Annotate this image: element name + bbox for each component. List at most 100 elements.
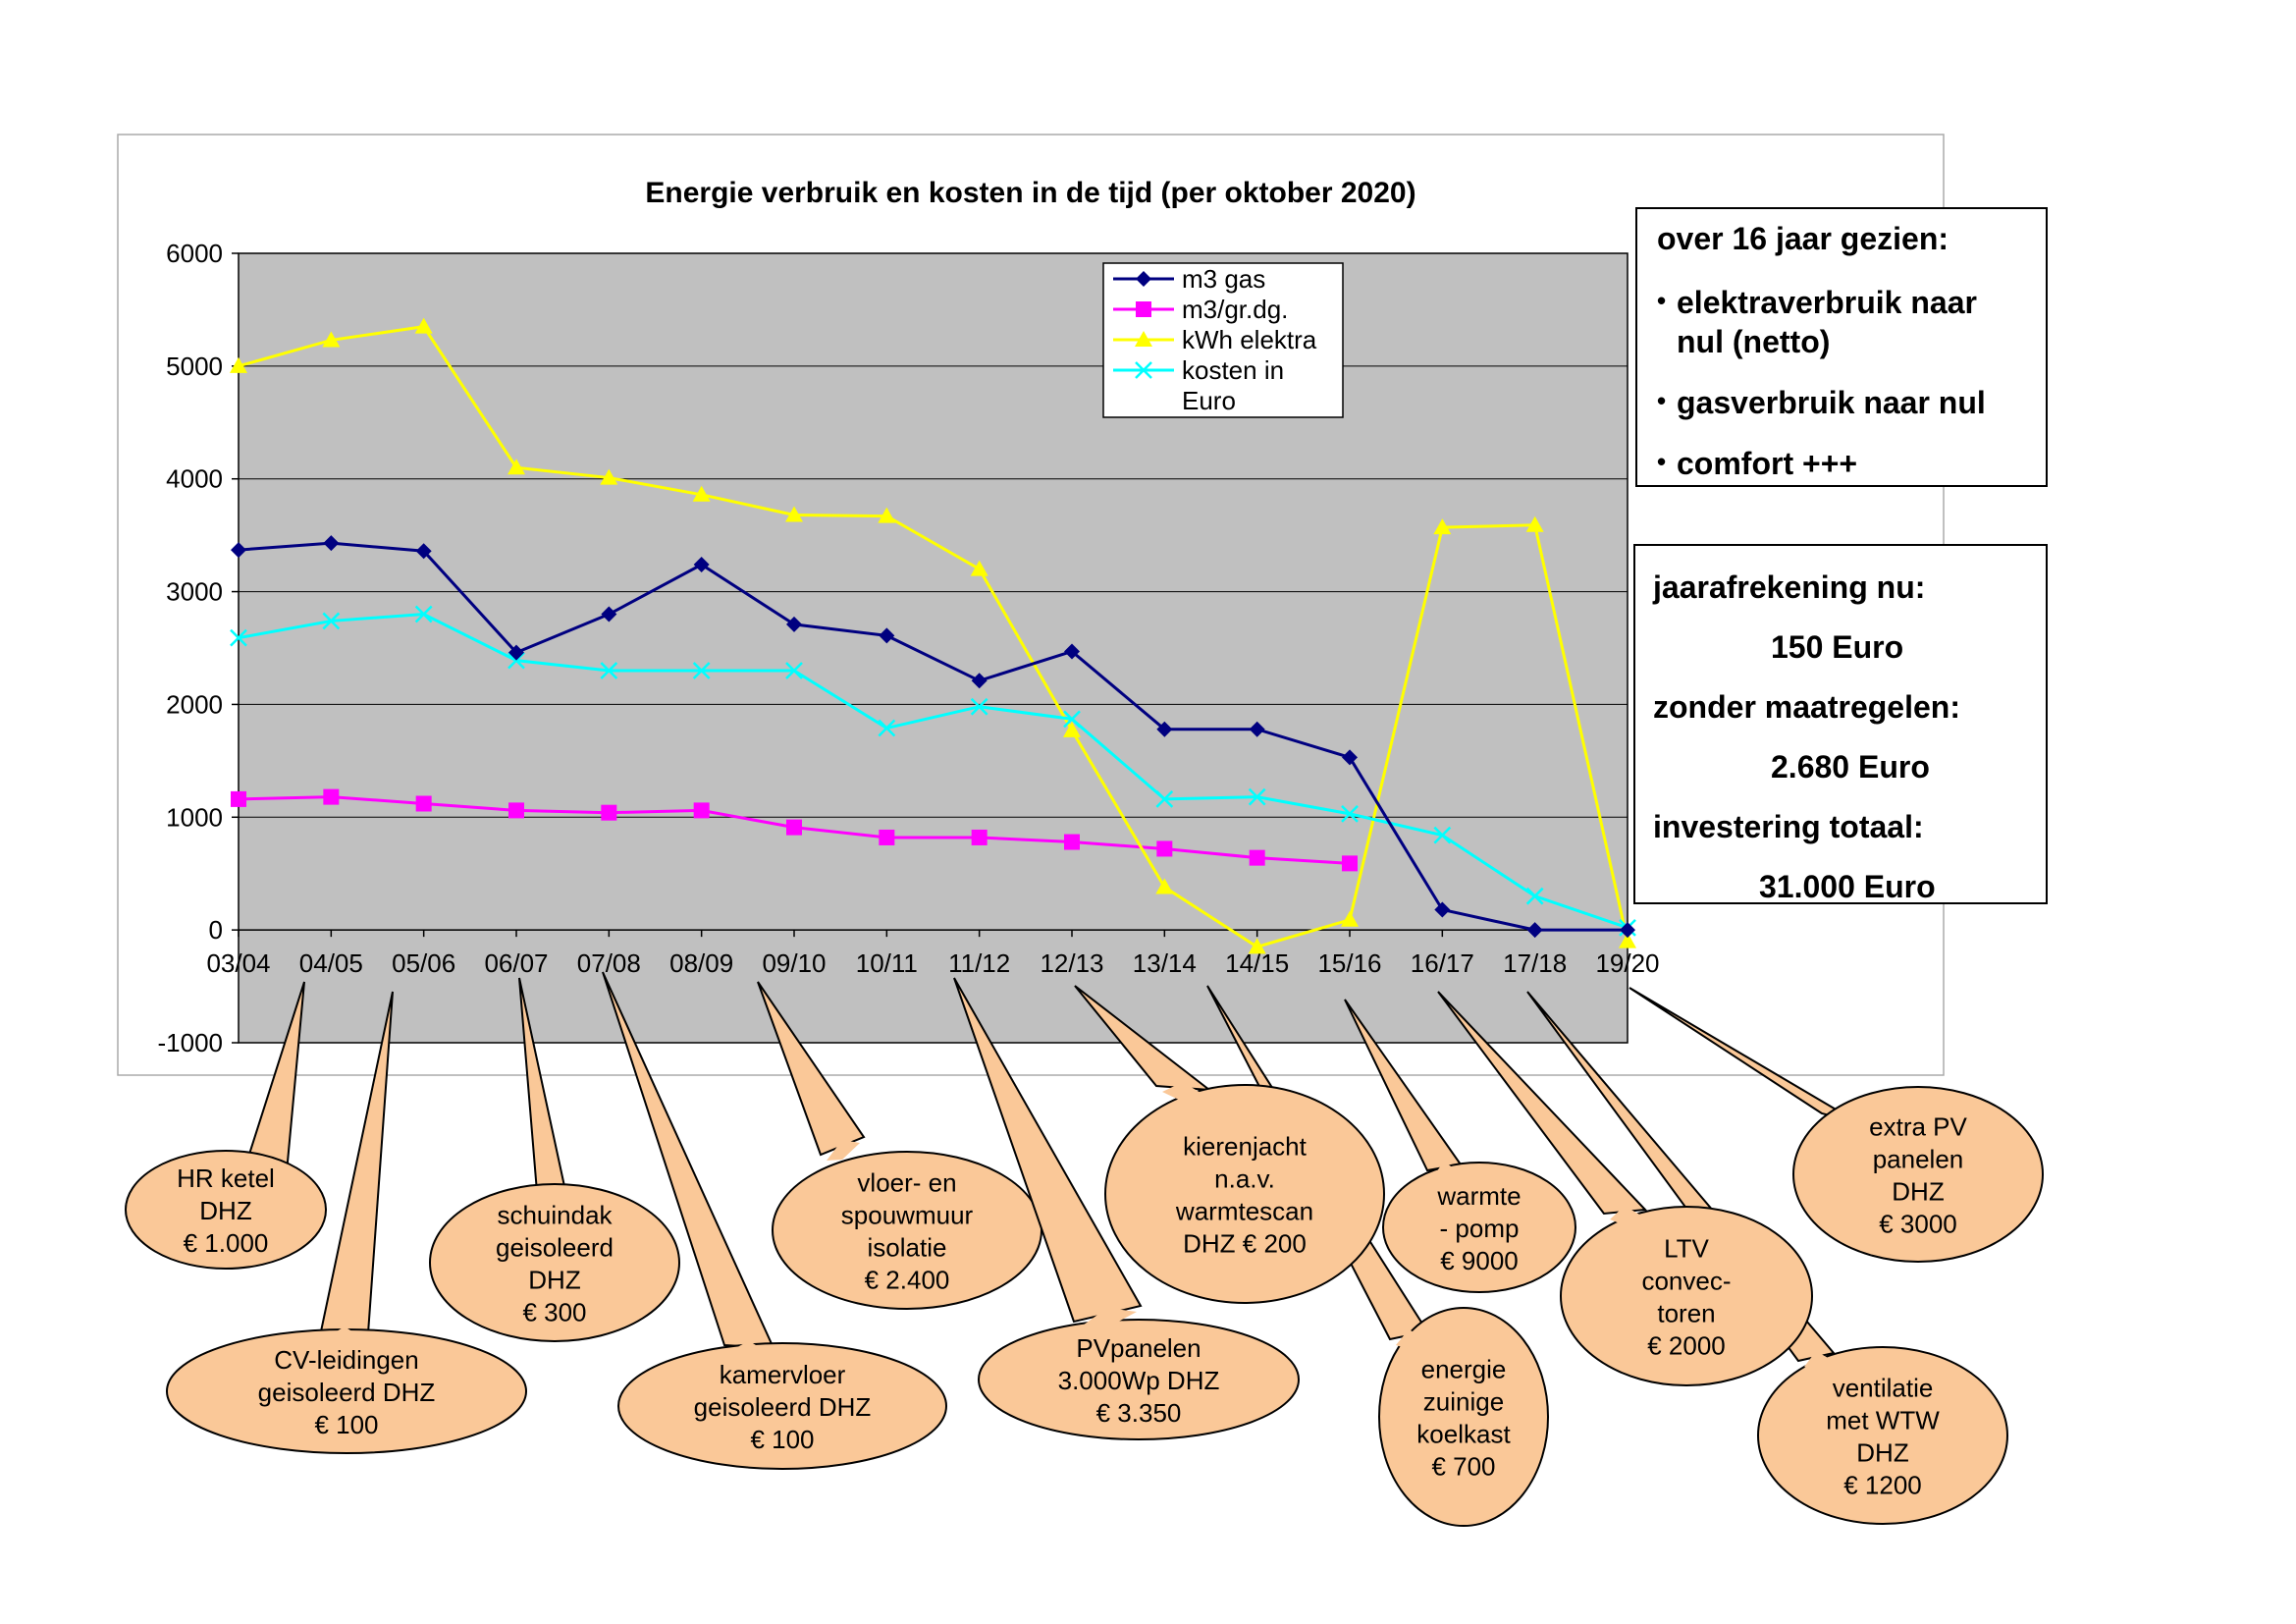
y-tick-label: 5000 bbox=[166, 352, 223, 381]
data-point bbox=[231, 790, 246, 807]
legend-label: m3/gr.dg. bbox=[1182, 295, 1288, 324]
summary-bullet: • elektraverbruik naar nul (netto) bbox=[1657, 283, 2026, 361]
summary-bullet-line: elektraverbruik naar bbox=[1677, 285, 1977, 320]
data-point bbox=[878, 719, 896, 737]
callout-bubble bbox=[1382, 1162, 1576, 1293]
data-point bbox=[323, 535, 340, 552]
callout-joint bbox=[251, 1164, 283, 1183]
data-point bbox=[1342, 855, 1358, 872]
data-point bbox=[1155, 790, 1174, 808]
summary-heading: over 16 jaar gezien: bbox=[1657, 221, 1949, 256]
callout-text: DHZ € 200 bbox=[1183, 1229, 1307, 1259]
x-tick-label: 09/10 bbox=[762, 948, 826, 978]
callout-bubble bbox=[429, 1183, 680, 1342]
cost-label: jaarafrekening nu: bbox=[1653, 569, 1926, 605]
summary-bullet: • gasverbruik naar nul bbox=[1657, 383, 2026, 422]
callout-joint bbox=[1162, 1082, 1205, 1102]
data-point bbox=[970, 560, 988, 576]
y-axis: 6000 5000 4000 3000 2000 1000 0 -1000 bbox=[158, 239, 239, 1057]
data-point bbox=[879, 627, 895, 644]
callout-text: - pomp bbox=[1440, 1214, 1520, 1243]
data-point bbox=[230, 628, 247, 647]
callout-text: isolatie bbox=[868, 1233, 947, 1263]
data-point bbox=[1525, 887, 1544, 905]
callout-bubble bbox=[978, 1319, 1300, 1440]
data-point bbox=[230, 356, 247, 373]
callout-text: € 1.000 bbox=[184, 1228, 269, 1258]
x-tick-label: 06/07 bbox=[484, 948, 548, 978]
callout-bubble bbox=[1792, 1086, 2044, 1263]
callout-text: € 9000 bbox=[1440, 1246, 1519, 1275]
callout-text: € 100 bbox=[314, 1410, 378, 1439]
series-line bbox=[238, 613, 1629, 930]
callout-text: 3.000Wp DHZ bbox=[1058, 1366, 1220, 1395]
data-point bbox=[1434, 901, 1451, 918]
callout-09-10: vloer- en spouwmuur isolatie € 2.400 bbox=[757, 981, 1042, 1310]
callout-text: warmte bbox=[1436, 1181, 1521, 1211]
data-point bbox=[970, 697, 988, 716]
callout-text: DHZ bbox=[528, 1266, 581, 1295]
summary-bullet-text: comfort +++ bbox=[1677, 446, 1858, 481]
callout-joint bbox=[730, 1340, 770, 1361]
legend-label: m3 gas bbox=[1182, 264, 1265, 294]
x-tick-label: 12/13 bbox=[1040, 948, 1103, 978]
plot-area bbox=[238, 252, 1629, 1044]
callout-text: panelen bbox=[1873, 1145, 1964, 1174]
callout-text: geisoleerd bbox=[496, 1233, 614, 1263]
data-point bbox=[601, 804, 617, 821]
data-point bbox=[971, 673, 988, 689]
callout-text: toren bbox=[1657, 1299, 1715, 1328]
callout-text: zuinige bbox=[1423, 1387, 1504, 1417]
callout-text: met WTW bbox=[1826, 1406, 1940, 1435]
data-point bbox=[1063, 710, 1081, 729]
callout-bubble bbox=[1560, 1206, 1813, 1386]
callout-bubble bbox=[1757, 1346, 2008, 1525]
cost-box: jaarafrekening nu: 150 Euro zonder maatr… bbox=[1633, 544, 2048, 904]
x-tick-label: 07/08 bbox=[577, 948, 641, 978]
x-tick-label: 08/09 bbox=[669, 948, 733, 978]
legend-label: Euro bbox=[1182, 386, 1236, 415]
data-point bbox=[1526, 922, 1543, 939]
cost-value: 31.000 Euro bbox=[1759, 869, 1936, 904]
callout-04-05: HR ketel DHZ € 1.000 bbox=[125, 981, 327, 1270]
data-point bbox=[1156, 840, 1173, 857]
callout-text: € 100 bbox=[750, 1425, 814, 1454]
data-point bbox=[692, 662, 711, 679]
x-tick-label: 19/20 bbox=[1595, 948, 1659, 978]
data-point bbox=[971, 829, 988, 845]
data-point bbox=[785, 506, 803, 522]
data-point bbox=[1248, 938, 1266, 954]
callout-text: € 3000 bbox=[1879, 1210, 1957, 1239]
data-point bbox=[1156, 721, 1173, 737]
data-point bbox=[600, 468, 618, 485]
callout-text: € 1200 bbox=[1843, 1471, 1922, 1500]
data-point bbox=[1248, 787, 1266, 806]
data-point bbox=[692, 485, 711, 502]
summary-bullet-text: gasverbruik naar nul bbox=[1677, 385, 1986, 420]
y-tick-label: 4000 bbox=[166, 464, 223, 494]
callout-joint bbox=[327, 1326, 364, 1346]
callout-text: spouwmuur bbox=[841, 1201, 974, 1230]
cost-value: 2.680 Euro bbox=[1771, 749, 1930, 785]
summary-box: over 16 jaar gezien: • elektraverbruik n… bbox=[1635, 207, 2048, 487]
legend-marker bbox=[1136, 301, 1151, 317]
legend-label: kosten in bbox=[1182, 355, 1284, 385]
cost-label: investering totaal: bbox=[1653, 809, 1924, 844]
callout-text: extra PV bbox=[1869, 1112, 1967, 1142]
callout-joint bbox=[1828, 1112, 1855, 1132]
bullet-icon: • bbox=[1657, 386, 1667, 415]
data-point bbox=[600, 662, 618, 679]
data-point bbox=[322, 612, 341, 630]
chart-title: Energie verbruik en kosten in de tijd (p… bbox=[645, 177, 1415, 209]
callout-text: energie bbox=[1421, 1355, 1507, 1384]
callout-text: € 300 bbox=[522, 1298, 586, 1327]
callout-text: warmtescan bbox=[1175, 1197, 1313, 1226]
data-point bbox=[415, 795, 432, 812]
y-tick-label: 2000 bbox=[166, 689, 223, 719]
data-point bbox=[508, 644, 524, 661]
callout-text: € 3.350 bbox=[1096, 1398, 1182, 1428]
callout-text: PVpanelen bbox=[1076, 1333, 1201, 1363]
series-line bbox=[238, 541, 1628, 932]
x-tick-label: 11/12 bbox=[948, 948, 1010, 978]
